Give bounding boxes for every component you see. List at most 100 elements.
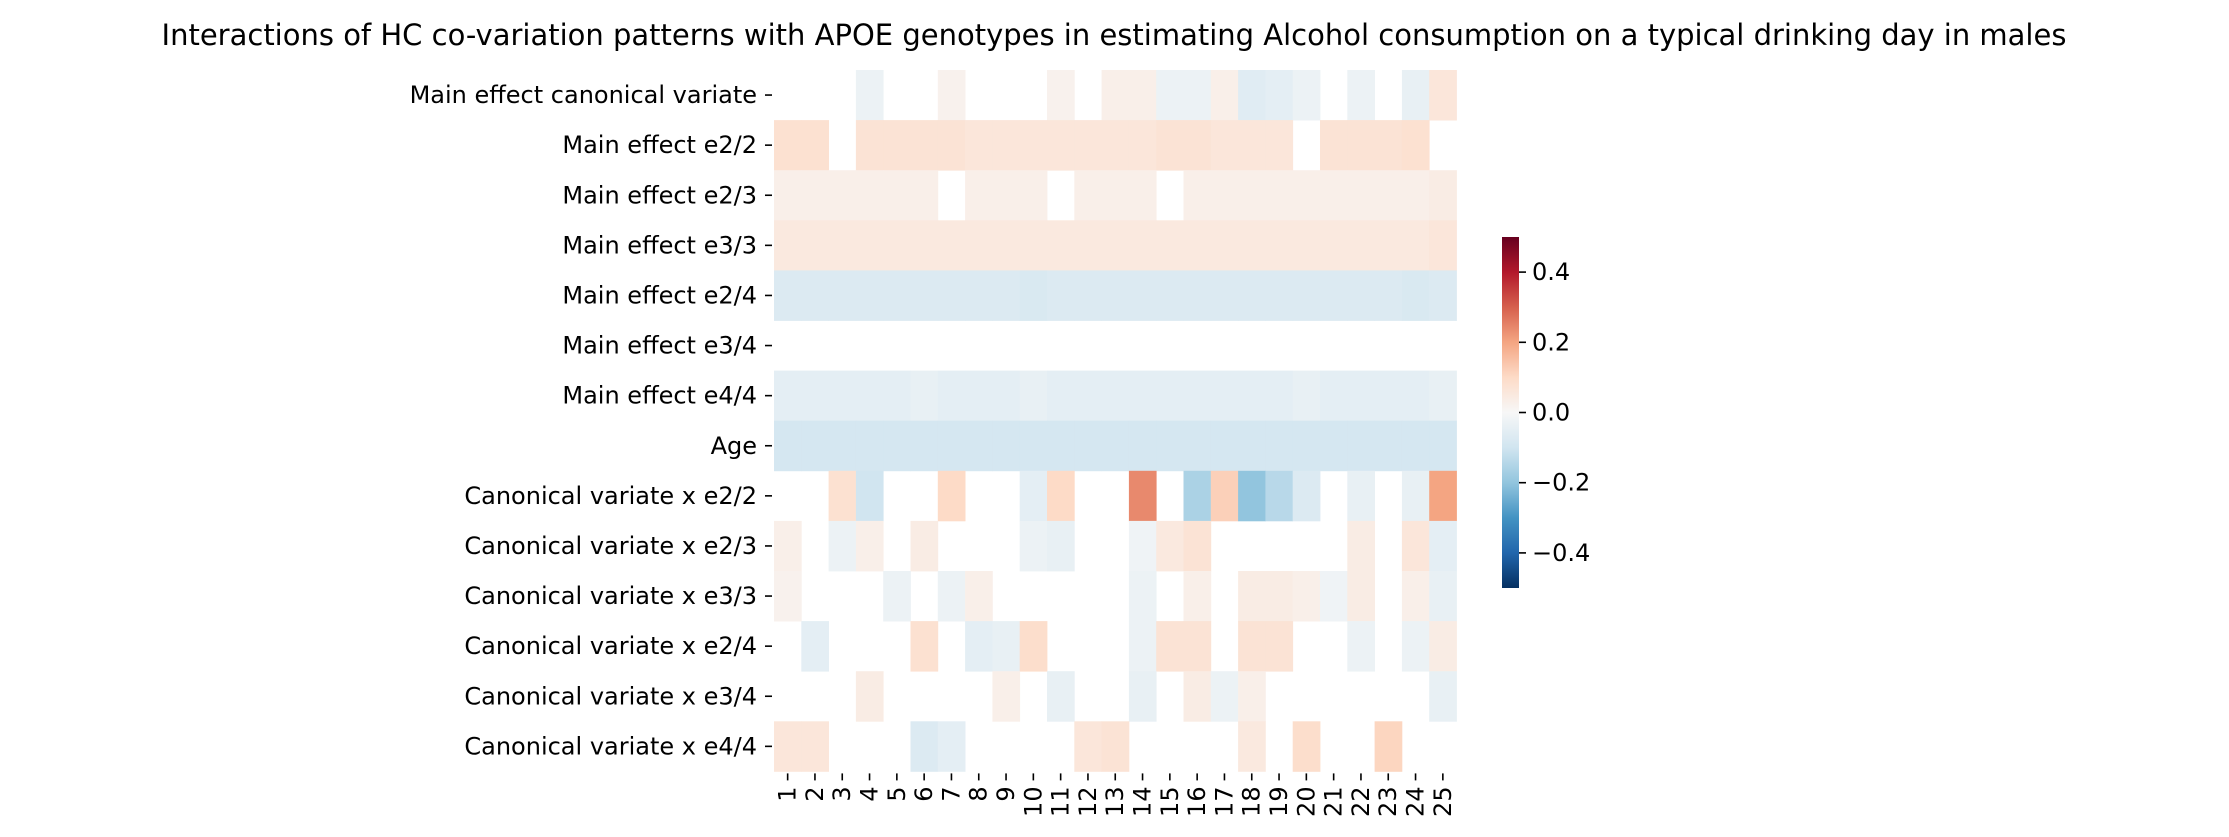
heatmap-cell: [1156, 621, 1184, 672]
heatmap-cell: [937, 470, 966, 522]
x-tick-label: 11: [1047, 786, 1075, 817]
heatmap-cell: [1238, 220, 1266, 271]
heatmap-cell: [1347, 420, 1375, 472]
heatmap-cell: [801, 721, 829, 772]
heatmap-cell: [1265, 120, 1294, 171]
heatmap-cell: [1292, 370, 1321, 422]
heatmap-cell: [883, 220, 911, 271]
heatmap-cell: [1347, 370, 1375, 422]
x-tick-label: 25: [1429, 786, 1457, 817]
heatmap-cell: [1128, 571, 1157, 622]
heatmap-cell: [1265, 470, 1294, 522]
heatmap-cell: [1074, 420, 1102, 472]
heatmap-cell: [1183, 520, 1212, 572]
heatmap-cell: [1374, 170, 1403, 221]
heatmap-cell: [910, 370, 939, 422]
heatmap-cell: [1019, 120, 1048, 171]
colorbar-tick-label: −0.2: [1532, 469, 1590, 497]
heatmap-cell: [965, 170, 993, 221]
heatmap-cell: [910, 721, 939, 772]
heatmap-cell: [1128, 370, 1157, 422]
heatmap-cell: [1128, 170, 1157, 221]
heatmap-cell: [992, 420, 1021, 472]
heatmap-cell: [1074, 270, 1102, 321]
heatmap-cell: [1292, 420, 1321, 472]
heatmap-cell: [1347, 470, 1375, 522]
heatmap-cell: [828, 170, 857, 221]
heatmap-cell: [1047, 220, 1075, 271]
heatmap-cell: [774, 571, 802, 622]
heatmap-cell: [1429, 70, 1457, 121]
x-tick-label: 6: [910, 786, 938, 801]
heatmap-cell: [1019, 621, 1048, 672]
heatmap-cell: [1101, 270, 1130, 321]
x-tick-label: 1: [774, 786, 802, 801]
heatmap-cell: [855, 470, 884, 522]
colorbar-tick-label: 0.2: [1532, 328, 1570, 356]
heatmap-cell: [1265, 70, 1294, 121]
heatmap-cell: [1210, 220, 1239, 271]
heatmap-cell: [1320, 270, 1348, 321]
heatmap-cell: [1401, 270, 1430, 321]
heatmap-cell: [883, 170, 911, 221]
y-tick-label: Main effect e4/4: [562, 382, 757, 410]
heatmap-cell: [1047, 420, 1075, 472]
x-tick-label: 2: [801, 786, 829, 801]
heatmap-cell: [937, 420, 966, 472]
heatmap-cell: [1238, 170, 1266, 221]
x-tick-label: 5: [883, 786, 911, 801]
heatmap-cell: [1429, 520, 1457, 572]
heatmap-cell: [1265, 571, 1294, 622]
heatmap-cell: [1265, 621, 1294, 672]
heatmap-cell: [1156, 70, 1184, 121]
heatmap-cell: [774, 370, 802, 422]
x-tick-label: 19: [1265, 786, 1293, 817]
heatmap-cell: [1320, 571, 1348, 622]
heatmap-cell: [1156, 520, 1184, 572]
heatmap-cell: [965, 220, 993, 271]
y-tick-label: Main effect e2/4: [562, 281, 757, 309]
heatmap-cell: [1210, 70, 1239, 121]
heatmap-cell: [1047, 120, 1075, 171]
x-tick-label: 8: [965, 786, 993, 801]
heatmap-cell: [1128, 70, 1157, 121]
heatmap-cell: [1429, 470, 1457, 522]
heatmap-cell: [1265, 370, 1294, 422]
heatmap-cell: [1128, 420, 1157, 472]
heatmap-cell: [1156, 270, 1184, 321]
heatmap-cell: [992, 621, 1021, 672]
y-tick-label: Canonical variate x e3/4: [464, 682, 757, 710]
heatmap-cell: [1429, 420, 1457, 472]
x-tick-label: 17: [1210, 786, 1238, 817]
heatmap-cells: [774, 70, 1457, 772]
heatmap-cell: [1238, 671, 1266, 722]
heatmap-cell: [965, 621, 993, 672]
heatmap-cell: [910, 420, 939, 472]
heatmap-cell: [855, 70, 884, 121]
heatmap-cell: [774, 420, 802, 472]
heatmap-cell: [1047, 520, 1075, 572]
heatmap-cell: [1210, 370, 1239, 422]
heatmap-cell: [1019, 220, 1048, 271]
heatmap-cell: [965, 571, 993, 622]
x-tick-label: 24: [1402, 786, 1430, 817]
heatmap-cell: [1401, 170, 1430, 221]
heatmap-cell: [1238, 571, 1266, 622]
heatmap-cell: [1074, 721, 1102, 772]
heatmap-cell: [1374, 370, 1403, 422]
heatmap-cell: [855, 420, 884, 472]
heatmap-cell: [937, 721, 966, 772]
x-tick-label: 3: [828, 786, 856, 801]
x-tick-label: 18: [1238, 786, 1266, 817]
heatmap-cell: [1347, 70, 1375, 121]
colorbar-gradient: [1502, 237, 1519, 588]
heatmap-cell: [1183, 70, 1212, 121]
heatmap-cell: [910, 270, 939, 321]
heatmap-cell: [1320, 120, 1348, 171]
heatmap-cell: [992, 270, 1021, 321]
heatmap-cell: [992, 671, 1021, 722]
heatmap-cell: [1320, 420, 1348, 472]
x-tick-label: 21: [1320, 786, 1348, 817]
heatmap-cell: [1347, 571, 1375, 622]
